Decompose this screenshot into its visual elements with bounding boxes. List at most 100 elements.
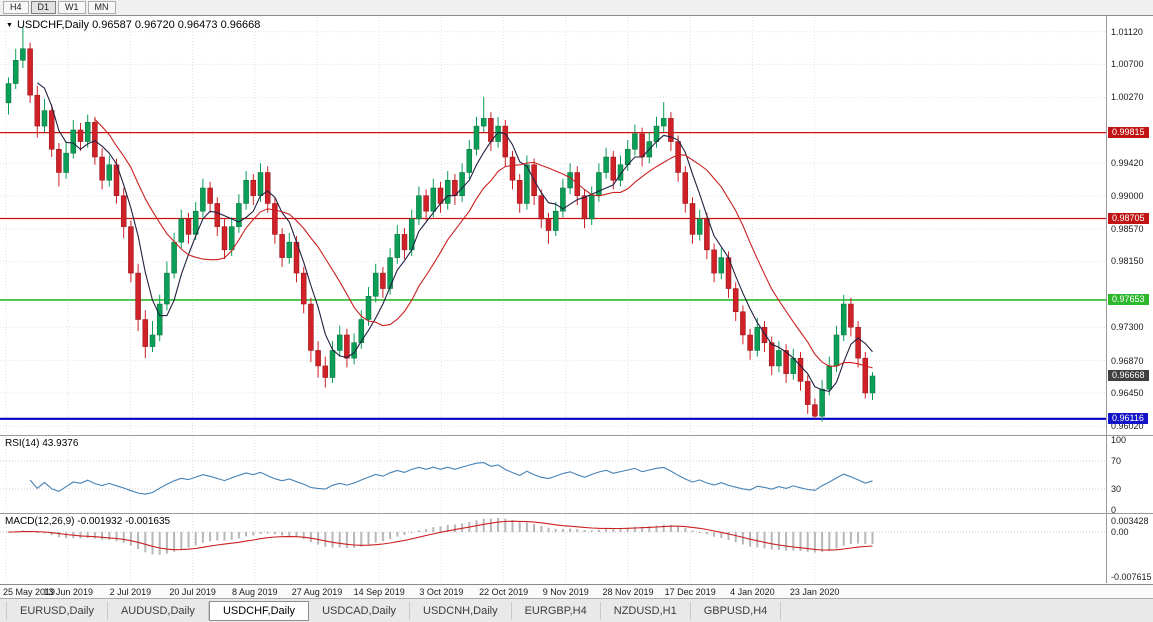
price-tick-label: 1.00270 — [1111, 92, 1144, 103]
macd-histogram-bar — [511, 520, 514, 532]
macd-histogram-bar — [648, 526, 651, 532]
macd-histogram-bar — [590, 530, 593, 532]
candle-body — [718, 257, 725, 274]
macd-histogram-bar — [137, 532, 140, 550]
macd-histogram-bar — [813, 532, 816, 553]
candle-body — [761, 326, 768, 343]
macd-histogram-bar — [115, 532, 118, 542]
tab-eurusd-daily[interactable]: EURUSD,Daily — [6, 601, 108, 620]
candle-body — [156, 303, 163, 336]
macd-histogram-bar — [662, 524, 665, 532]
candle-body — [617, 164, 624, 181]
rsi-level-label: 0 — [1111, 505, 1117, 515]
macd-histogram-bar — [554, 528, 557, 532]
date-label: 20 Jul 2019 — [169, 587, 216, 597]
date-label: 3 Oct 2019 — [419, 587, 464, 597]
candle-body — [329, 350, 336, 378]
candle-body — [178, 218, 185, 243]
candle-body — [243, 179, 249, 204]
macd-axis-label: -0.007615 — [1111, 572, 1152, 582]
macd-histogram-bar — [763, 532, 766, 549]
macd-histogram-bar — [273, 532, 276, 535]
timeframe-toolbar: H4 D1 W1 MN — [0, 0, 1153, 15]
tab-usdchf-daily[interactable]: USDCHF,Daily — [208, 600, 310, 621]
price-tick-label: 0.96870 — [1111, 355, 1144, 366]
candle-body — [495, 125, 501, 142]
macd-histogram-bar — [821, 532, 824, 553]
candle-body — [459, 172, 465, 196]
tab-usdcad-daily[interactable]: USDCAD,Daily — [309, 601, 411, 620]
candle-body — [768, 342, 775, 367]
macd-histogram-bar — [101, 532, 104, 540]
candle-body — [264, 172, 271, 204]
macd-histogram-bar — [93, 532, 96, 539]
candle-body — [5, 83, 12, 104]
candle-body — [34, 94, 41, 127]
macd-histogram-bar — [367, 532, 370, 545]
macd-histogram-bar — [756, 532, 759, 548]
candle-body — [797, 357, 804, 382]
macd-histogram-bar — [432, 527, 435, 532]
symbol-marker-icon: ▼ — [6, 21, 13, 29]
candle-body — [732, 288, 739, 313]
macd-histogram-bar — [561, 528, 564, 532]
macd-histogram-bar — [194, 532, 197, 546]
tab-nzdusd-h1[interactable]: NZDUSD,H1 — [601, 601, 691, 620]
macd-histogram-bar — [223, 532, 226, 541]
rsi-level-label: 70 — [1111, 456, 1122, 466]
candle-body — [545, 218, 552, 231]
macd-histogram-bar — [453, 524, 456, 532]
macd-histogram-bar — [302, 532, 305, 540]
date-label: 9 Nov 2019 — [542, 587, 589, 597]
price-chart-canvas[interactable] — [0, 16, 1153, 599]
timeframe-button-mn[interactable]: MN — [87, 1, 116, 14]
macd-histogram-bar — [389, 532, 392, 540]
tab-gbpusd-h4[interactable]: GBPUSD,H4 — [691, 601, 782, 620]
candle-body — [214, 203, 221, 227]
macd-histogram-bar — [871, 532, 874, 544]
tab-usdcnh-daily[interactable]: USDCNH,Daily — [410, 601, 512, 620]
candle-body — [430, 187, 437, 212]
macd-histogram-bar — [201, 532, 204, 543]
macd-histogram-bar — [396, 532, 399, 537]
candle-body — [754, 326, 761, 351]
candle-body — [236, 203, 242, 227]
macd-histogram-bar — [259, 532, 262, 534]
macd-histogram-bar — [180, 532, 183, 550]
macd-histogram-bar — [57, 532, 60, 538]
date-axis — [0, 584, 1153, 599]
candle-body — [516, 179, 523, 204]
candle-body — [308, 303, 314, 351]
price-badge-0.96116: 0.96116 — [1108, 412, 1148, 424]
candle-body — [819, 388, 825, 417]
macd-histogram-bar — [569, 528, 572, 532]
candle-body — [279, 234, 285, 258]
ma-fast-line — [36, 82, 873, 393]
macd-histogram-bar — [151, 532, 154, 555]
macd-histogram-bar — [288, 532, 291, 536]
macd-histogram-bar — [36, 532, 39, 533]
macd-histogram-bar — [849, 532, 852, 545]
candle-body — [70, 129, 77, 154]
macd-histogram-bar — [230, 532, 233, 540]
tab-eurgbp-h4[interactable]: EURGBP,H4 — [512, 601, 601, 620]
macd-histogram-bar — [374, 532, 377, 543]
date-label: 25 May 2019 — [2, 587, 56, 597]
candle-body — [682, 172, 689, 204]
date-label: 13 Jun 2019 — [43, 587, 93, 597]
tab-audusd-daily[interactable]: AUDUSD,Daily — [108, 601, 209, 620]
timeframe-button-w1[interactable]: W1 — [58, 1, 86, 14]
candle-body — [372, 272, 379, 297]
candle-body — [315, 350, 321, 367]
candle-body — [149, 334, 156, 347]
chart-tabs-bar: EURUSD,Daily AUDUSD,Daily USDCHF,Daily USDC… — [0, 598, 1153, 622]
macd-axis-label: 0.00 — [1111, 527, 1129, 537]
date-label: 2 Jul 2019 — [109, 587, 152, 597]
timeframe-button-d1[interactable]: D1 — [30, 1, 57, 14]
macd-histogram-bar — [669, 524, 672, 532]
macd-histogram-bar — [576, 528, 579, 532]
candle-body — [704, 218, 710, 251]
macd-histogram-bar — [209, 532, 212, 542]
macd-histogram-bar — [381, 532, 384, 542]
timeframe-button-h4[interactable]: H4 — [3, 1, 29, 14]
